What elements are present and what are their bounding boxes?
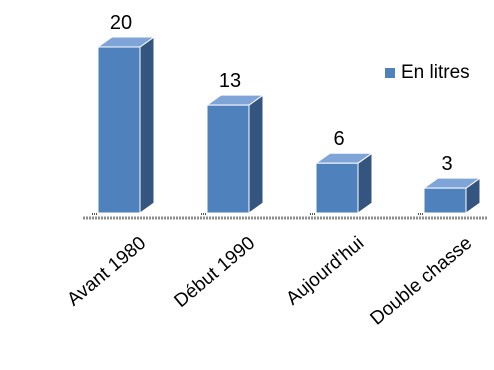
bar-side <box>249 95 263 213</box>
x-tick-label: Aujourd'hui <box>282 233 368 310</box>
x-tick-label: Avant 1980 <box>63 233 150 311</box>
data-label-group: 20 13 6 3 <box>110 12 453 175</box>
bar <box>424 188 466 213</box>
data-label: 3 <box>441 153 452 175</box>
data-label: 20 <box>110 12 132 34</box>
legend-swatch <box>385 68 395 78</box>
legend-label: En litres <box>401 62 470 84</box>
bar <box>207 105 249 213</box>
bar <box>316 163 358 213</box>
legend: En litres <box>385 62 470 84</box>
x-tick-label: Début 1990 <box>170 233 259 312</box>
bar <box>98 47 140 213</box>
x-tick-label: Double chasse <box>366 233 476 330</box>
data-label: 13 <box>219 70 241 92</box>
bar-side <box>140 37 154 213</box>
data-label: 6 <box>333 128 344 150</box>
